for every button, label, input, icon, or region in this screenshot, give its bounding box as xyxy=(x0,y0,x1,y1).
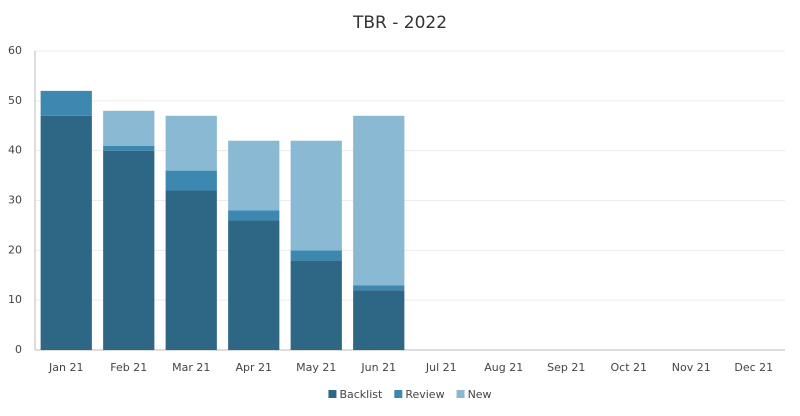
bar-segment xyxy=(40,90,92,116)
x-tick-label: Nov 21 xyxy=(672,361,711,374)
x-tick-label: Feb 21 xyxy=(110,361,147,374)
legend-label: Backlist xyxy=(339,388,383,401)
bar-segment xyxy=(353,115,405,286)
bar-segment xyxy=(228,140,280,211)
bar-segment xyxy=(290,260,342,350)
y-tick-label: 10 xyxy=(8,293,22,306)
legend-label: New xyxy=(468,388,492,401)
bar-segment xyxy=(228,210,280,221)
x-tick-label: Dec 21 xyxy=(734,361,773,374)
legend-swatch xyxy=(456,390,465,398)
bar-segment xyxy=(290,250,342,261)
bar-segment xyxy=(103,110,155,146)
bar-segment xyxy=(165,115,217,171)
bar-segment xyxy=(290,140,342,251)
bar-segment xyxy=(103,145,155,151)
chart-title: TBR - 2022 xyxy=(352,13,447,33)
y-tick-label: 50 xyxy=(8,94,22,107)
x-tick-label: Aug 21 xyxy=(484,361,523,374)
bar-segment xyxy=(103,150,155,350)
bar-segment xyxy=(228,220,280,350)
bar-segment xyxy=(165,170,217,191)
y-tick-label: 40 xyxy=(8,144,22,157)
bar-segment xyxy=(165,190,217,350)
x-tick-label: Mar 21 xyxy=(172,361,210,374)
legend: Backlist Review New xyxy=(328,388,492,401)
x-tick-label: Sep 21 xyxy=(547,361,585,374)
y-tick-label: 30 xyxy=(8,194,22,207)
legend-label: Review xyxy=(405,388,444,401)
y-tick-label: 60 xyxy=(8,44,22,57)
bar-segment xyxy=(353,285,405,291)
bar-segment xyxy=(353,290,405,350)
legend-swatch xyxy=(328,390,337,398)
x-tick-label: May 21 xyxy=(296,361,336,374)
x-tick-label: Jul 21 xyxy=(425,361,457,374)
bar-segment xyxy=(40,115,92,351)
x-tick-label: Oct 21 xyxy=(610,361,647,374)
y-tick-label: 0 xyxy=(15,343,22,356)
x-tick-label: Jan 21 xyxy=(48,361,83,374)
legend-swatch xyxy=(394,390,403,398)
y-tick-label: 20 xyxy=(8,243,22,256)
x-tick-label: Jun 21 xyxy=(360,361,396,374)
x-tick-label: Apr 21 xyxy=(235,361,272,374)
